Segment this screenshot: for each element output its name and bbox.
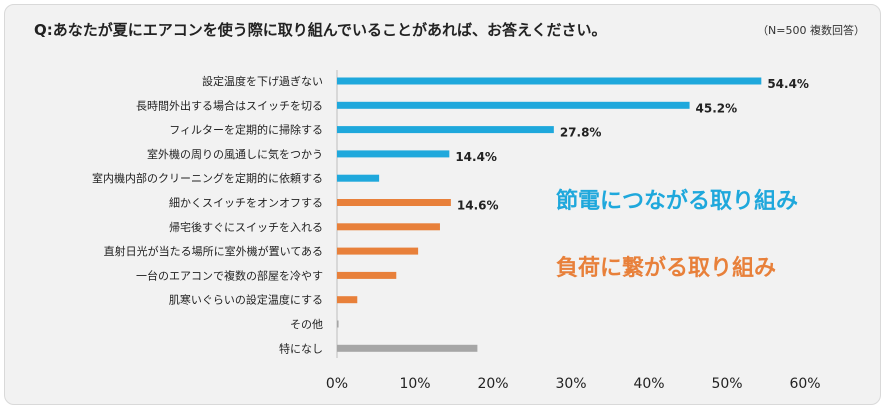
chart-title: Q:あなたが夏にエアコンを使う際に取り組んでいることがあれば、お答えください。 xyxy=(34,21,607,39)
bar xyxy=(337,150,450,158)
bar xyxy=(337,296,358,304)
category-label: 室内機内部のクリーニングを定期的に依頼する xyxy=(92,171,323,185)
category-label: 一台のエアコンで複数の部屋を冷やす xyxy=(136,268,323,282)
bar xyxy=(337,199,451,206)
bar xyxy=(337,271,397,279)
data-label: 27.8% xyxy=(560,126,602,140)
bar xyxy=(337,174,380,182)
bar xyxy=(337,126,554,134)
x-tick-label: 60% xyxy=(789,376,820,392)
category-label: フィルターを定期的に掃除する xyxy=(169,123,323,137)
data-label: 45.2% xyxy=(696,101,738,115)
sample-note: （N=500 複数回答） xyxy=(757,24,865,37)
category-label: 帰宅後すぐにスイッチを入れる xyxy=(169,220,323,234)
x-tick-label: 10% xyxy=(399,376,430,392)
x-tick-label: 30% xyxy=(555,376,586,392)
bar xyxy=(337,223,440,231)
bar xyxy=(337,101,690,109)
category-label: その他 xyxy=(290,318,323,331)
data-label: 14.4% xyxy=(455,150,497,164)
bar xyxy=(337,77,762,85)
category-label: 室外機の周りの風通しに気をつかう xyxy=(147,147,323,161)
bar xyxy=(337,320,339,328)
data-label: 54.4% xyxy=(767,77,809,91)
saving-group-label: 節電につながる取り組み xyxy=(556,188,798,214)
x-tick-label: 20% xyxy=(477,376,508,392)
bar xyxy=(337,247,419,255)
category-label: 直射日光が当たる場所に室外機が置いてある xyxy=(104,244,323,258)
category-label: 細かくスイッチをオンオフする xyxy=(169,197,323,210)
x-tick-label: 0% xyxy=(326,376,348,392)
burden-group-label: 負荷に繋がる取り組み xyxy=(556,255,776,281)
bar xyxy=(337,344,478,352)
category-label: 長時間外出する場合はスイッチを切る xyxy=(136,98,323,112)
category-label: 特になし xyxy=(279,341,323,355)
x-tick-label: 50% xyxy=(711,376,742,392)
x-tick-label: 40% xyxy=(633,376,664,392)
category-label: 設定温度を下げ過ぎない xyxy=(202,74,323,88)
data-label: 14.6% xyxy=(457,199,499,213)
category-label: 肌寒いぐらいの設定温度にする xyxy=(169,293,323,307)
